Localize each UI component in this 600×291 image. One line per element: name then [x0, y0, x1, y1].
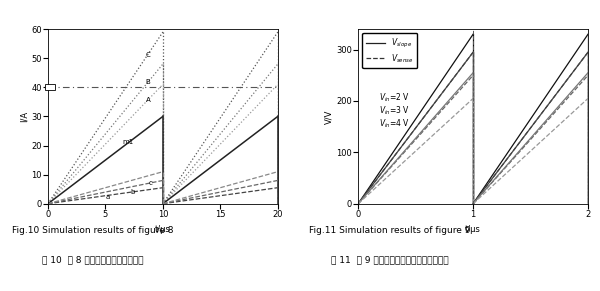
Text: c: c [149, 180, 153, 186]
Text: B: B [146, 79, 151, 85]
Text: C: C [146, 52, 151, 58]
X-axis label: t/μs: t/μs [465, 224, 481, 233]
Bar [45, 84, 55, 90]
Text: 图 10  图 8 上斜坡补偿电路仳真分析: 图 10 图 8 上斜坡补偿电路仳真分析 [42, 255, 144, 264]
Text: b: b [131, 189, 135, 194]
X-axis label: t/μs: t/μs [155, 224, 171, 233]
Text: m1: m1 [122, 139, 134, 145]
Text: $V_{in}$=2 V: $V_{in}$=2 V [379, 92, 410, 104]
Y-axis label: V/V: V/V [325, 109, 334, 124]
Text: 图 11  图 9 自调节上斜坡补偿电路仳真分析: 图 11 图 9 自调节上斜坡补偿电路仳真分析 [331, 255, 449, 264]
Y-axis label: I/A: I/A [19, 111, 28, 122]
Text: a: a [106, 194, 110, 200]
Text: $V_{in}$=3 V: $V_{in}$=3 V [379, 105, 410, 117]
Text: Fig.10 Simulation results of figure 8: Fig.10 Simulation results of figure 8 [12, 226, 174, 235]
Text: $V_{in}$=4 V: $V_{in}$=4 V [379, 118, 410, 130]
Text: Fig.11 Simulation results of figure 9: Fig.11 Simulation results of figure 9 [309, 226, 471, 235]
Text: A: A [146, 97, 151, 103]
Legend: $V_{slope}$, $V_{sense}$: $V_{slope}$, $V_{sense}$ [362, 33, 418, 68]
